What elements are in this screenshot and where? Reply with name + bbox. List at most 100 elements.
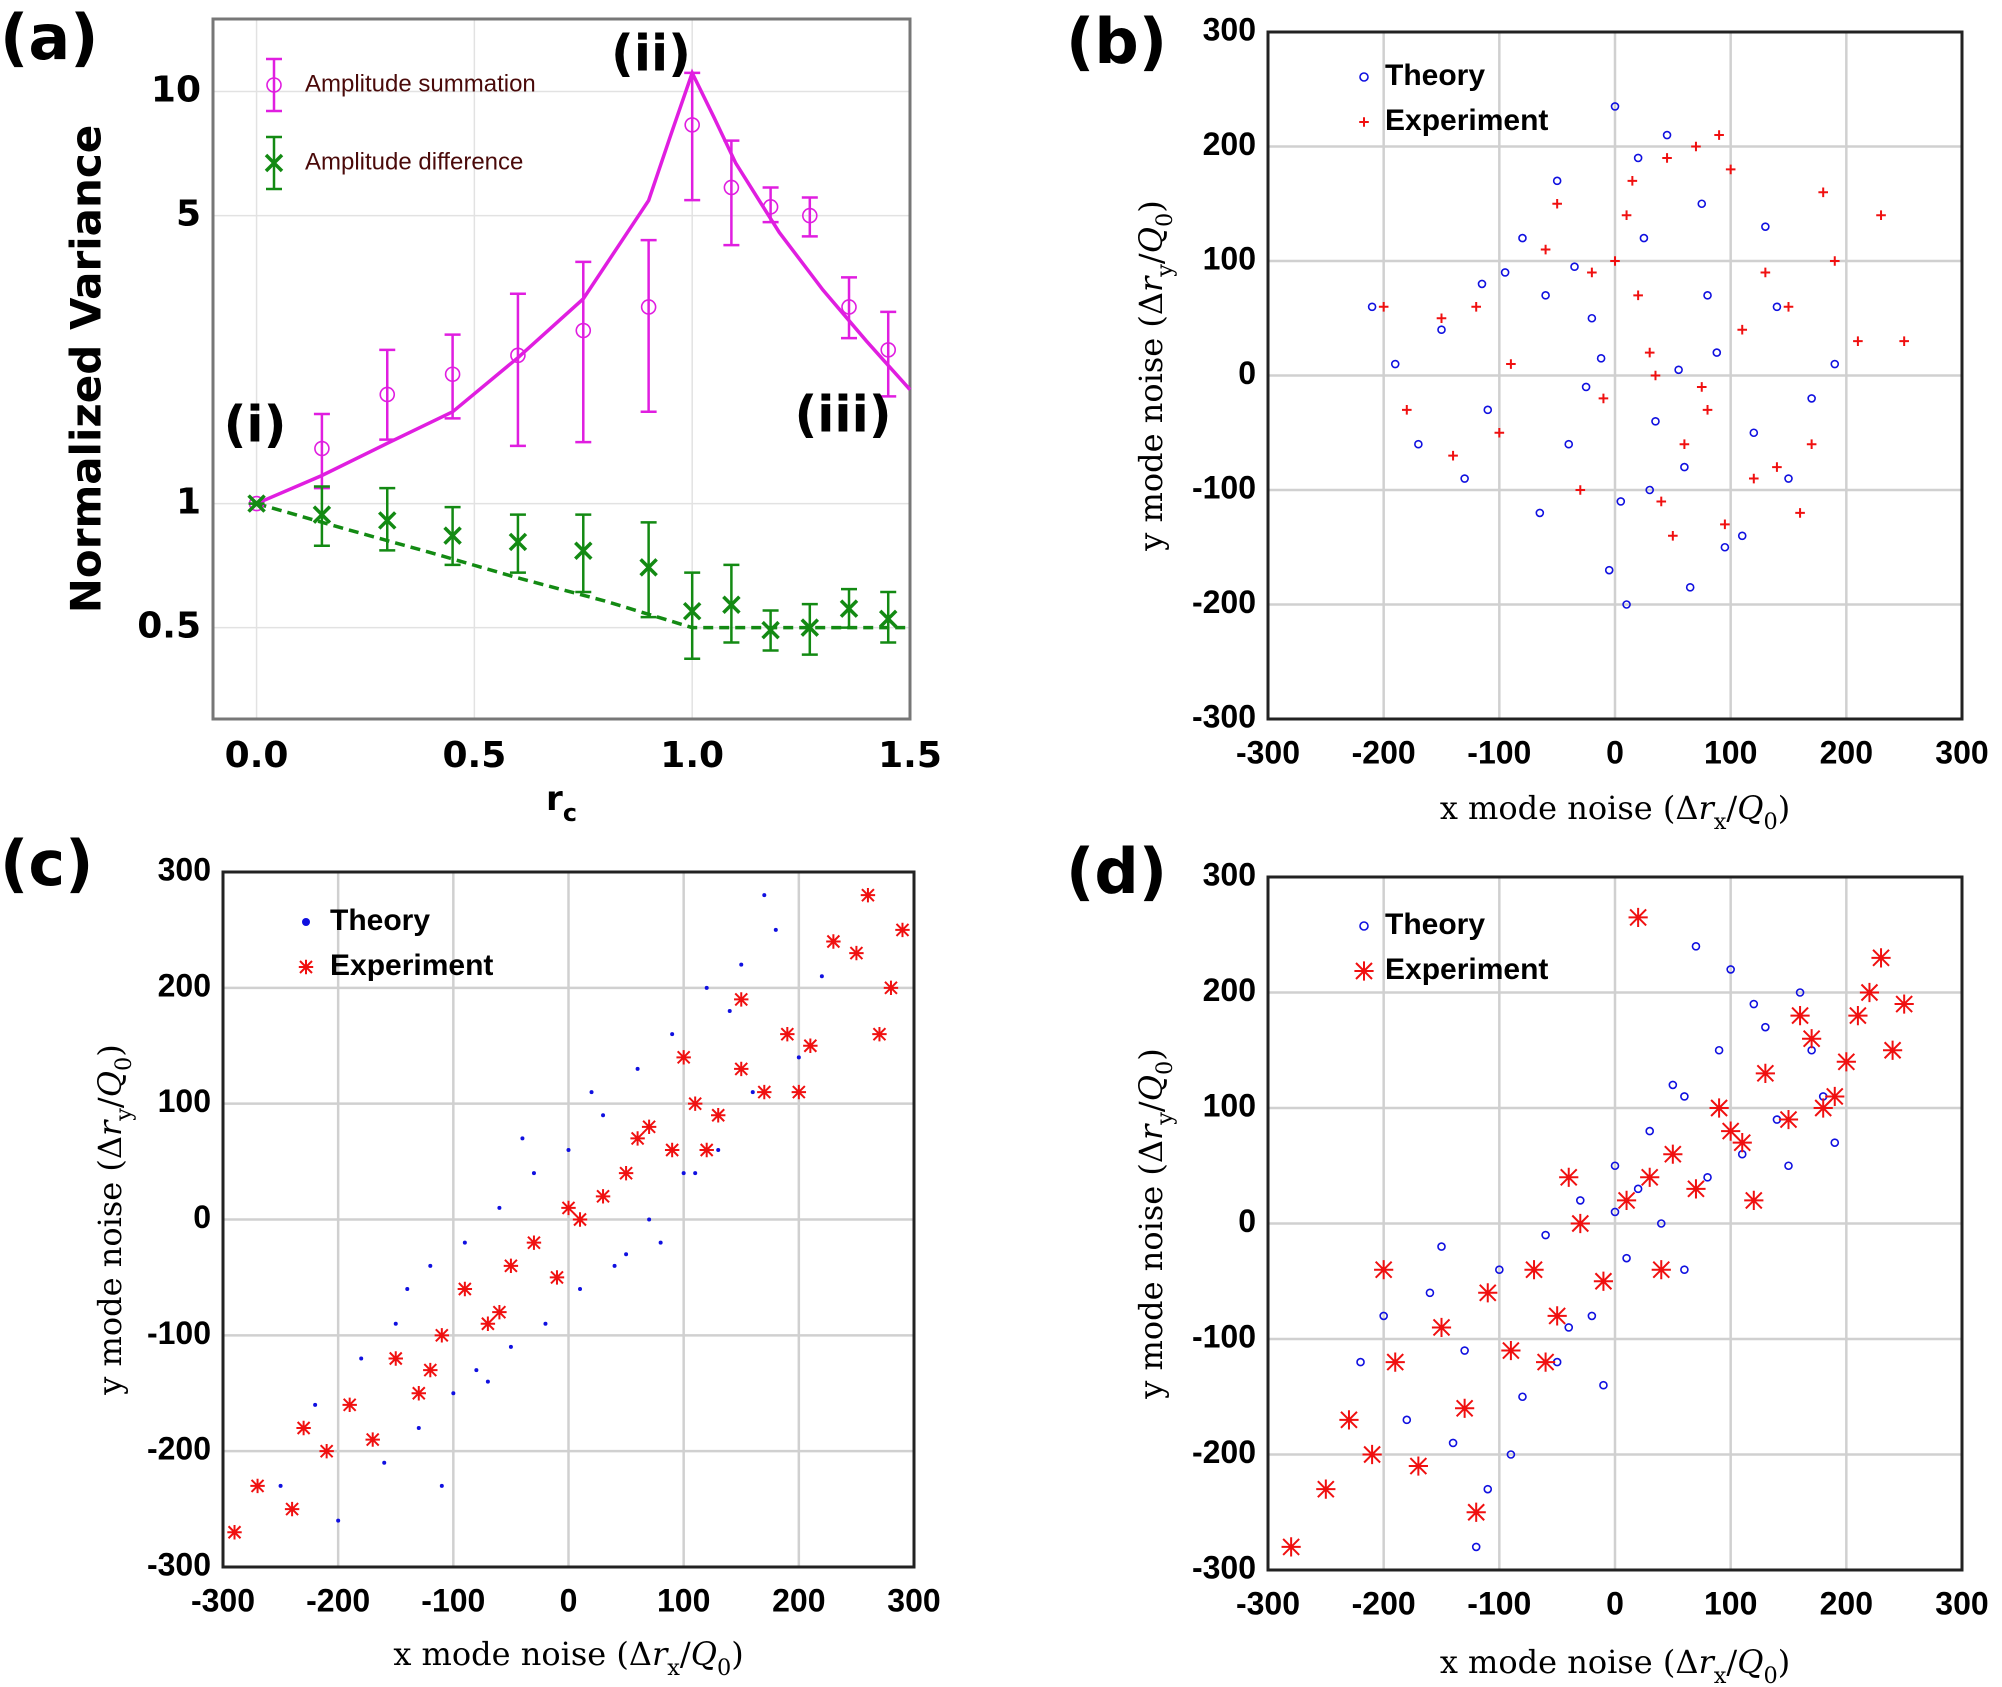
- label-part: ): [91, 1044, 129, 1056]
- x-tick-label: -300: [1236, 1585, 1300, 1621]
- marker: [1570, 262, 1579, 272]
- marker: [1795, 508, 1805, 518]
- marker: [826, 934, 841, 949]
- marker: [1691, 141, 1701, 152]
- marker: [1518, 1392, 1527, 1402]
- y-tick-label: 200: [158, 967, 211, 1003]
- marker: [819, 974, 824, 979]
- label-part: y: [1152, 264, 1178, 278]
- y-tick-label: -200: [1192, 584, 1256, 620]
- marker: [510, 347, 526, 364]
- x-tick-label: 0: [1606, 1585, 1624, 1621]
- marker: [1390, 359, 1400, 369]
- y-tick-label: -100: [147, 1315, 211, 1351]
- legend-marker: [264, 153, 284, 173]
- y-tick-label: 200: [1203, 972, 1256, 1008]
- marker: [841, 299, 857, 315]
- marker: [1460, 1346, 1469, 1355]
- label-part: x: [667, 1655, 680, 1681]
- marker: [1483, 1484, 1493, 1494]
- label-part: r: [546, 779, 563, 819]
- marker: [682, 601, 702, 621]
- marker: [1501, 1340, 1521, 1361]
- marker: [681, 1171, 686, 1176]
- error-bar: [509, 292, 526, 448]
- label-part: r: [1698, 1643, 1715, 1681]
- marker: [723, 179, 740, 196]
- legend-label: Amplitude summation: [305, 70, 536, 97]
- marker: [1622, 600, 1631, 609]
- marker: [1576, 1196, 1585, 1205]
- marker: [1587, 1311, 1597, 1321]
- marker: [589, 1090, 594, 1095]
- marker: [428, 1263, 433, 1268]
- marker: [803, 1038, 818, 1053]
- marker: [566, 1148, 571, 1152]
- marker: [1448, 450, 1458, 461]
- marker: [1448, 1438, 1458, 1448]
- y-tick-label: -200: [1192, 1434, 1256, 1470]
- marker: [849, 945, 864, 961]
- marker: [1621, 210, 1632, 220]
- label-part: 0: [1763, 1663, 1777, 1687]
- x-tick-label: 300: [1935, 1585, 1988, 1621]
- marker: [1559, 1167, 1579, 1187]
- marker: [578, 1287, 583, 1291]
- marker: [1616, 497, 1626, 506]
- x-tick-label: 100: [657, 1582, 710, 1618]
- label-part: r: [1132, 275, 1170, 292]
- marker: [416, 1426, 421, 1430]
- marker: [1604, 565, 1614, 575]
- marker: [1720, 519, 1730, 530]
- marker: [1883, 1040, 1903, 1060]
- marker: [1744, 1190, 1764, 1210]
- marker: [1802, 1029, 1822, 1049]
- label-part: 0: [111, 1057, 137, 1071]
- x-tick-label: 1.0: [660, 735, 724, 776]
- marker: [1437, 325, 1446, 335]
- annotation: (iii): [794, 386, 891, 444]
- marker: [1575, 485, 1586, 495]
- marker: [342, 1397, 357, 1413]
- legend-marker: [302, 918, 310, 926]
- marker: [492, 1304, 507, 1320]
- label-part: x mode noise (Δ: [393, 1635, 652, 1673]
- marker: [1859, 982, 1880, 1003]
- label-part: 0: [1763, 809, 1777, 835]
- marker: [727, 1009, 732, 1013]
- marker: [1356, 1357, 1365, 1367]
- legend-label: Experiment: [330, 949, 493, 982]
- error-bar: [379, 348, 396, 441]
- marker: [1696, 382, 1707, 392]
- marker: [880, 342, 897, 358]
- marker: [1552, 176, 1562, 186]
- marker: [1702, 405, 1713, 415]
- marker: [1644, 347, 1655, 358]
- label-part: r: [1698, 789, 1715, 827]
- x-tick-label: 0.5: [442, 735, 506, 776]
- y-tick-label: 200: [1203, 126, 1256, 162]
- x-tick-label: -300: [1236, 734, 1300, 770]
- marker: [1721, 1121, 1741, 1141]
- x-tick-label: 300: [887, 1582, 940, 1618]
- marker: [1790, 1006, 1810, 1026]
- marker: [1679, 439, 1690, 449]
- y-tick-label: -300: [147, 1546, 211, 1582]
- marker: [549, 1270, 565, 1285]
- marker: [1691, 941, 1701, 951]
- marker: [1645, 485, 1654, 495]
- marker: [1656, 496, 1667, 507]
- marker: [520, 1136, 525, 1141]
- marker: [1749, 428, 1759, 438]
- x-tick-label: 100: [1704, 1585, 1757, 1621]
- marker: [676, 1050, 691, 1065]
- x-tick-label: 100: [1704, 734, 1757, 770]
- marker: [1483, 405, 1493, 415]
- marker: [1784, 1161, 1793, 1171]
- annotation: (i): [224, 396, 287, 454]
- marker: [1367, 302, 1377, 312]
- marker: [595, 1189, 611, 1204]
- label-part: Q: [1132, 227, 1170, 253]
- label-part: ): [1132, 200, 1170, 212]
- marker: [722, 595, 741, 615]
